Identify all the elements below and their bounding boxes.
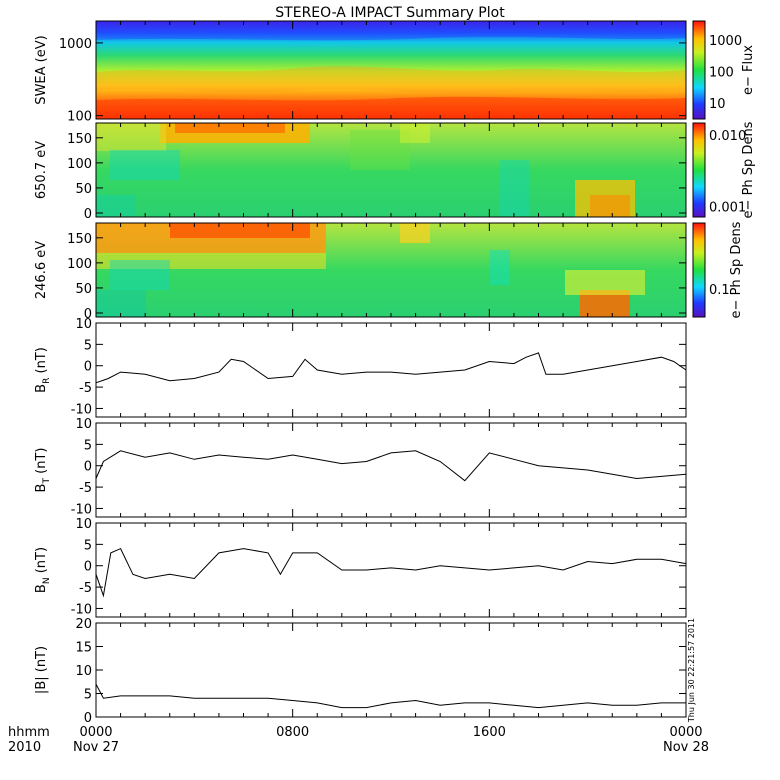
swea-spectrogram xyxy=(96,21,686,119)
pa650-panel: 0 50 100 150 650.7 eV 0.001 0.010 e− Ph Sp D… xyxy=(34,121,756,222)
br-ytick-0-label: 0 xyxy=(84,360,92,375)
bn-ytick-5-label: 5 xyxy=(84,538,92,553)
br-ytick-5-label: 5 xyxy=(84,338,92,353)
x-tick-date-0000: Nov 27 xyxy=(73,740,119,755)
x-row2-label: 2010 xyxy=(8,740,41,755)
x-tick-label-1600: 1600 xyxy=(473,725,506,740)
x-tick-label-0000: 0000 xyxy=(669,725,702,740)
bn-ytick-m5-label: -5 xyxy=(79,581,92,596)
br-ylabel-sub: R xyxy=(42,378,52,384)
pa246-cbtick-0.1: 0.1 xyxy=(709,283,730,298)
bmag-ylabel: |B| (nT) xyxy=(34,646,49,694)
bn-ytick-0-label: 0 xyxy=(84,560,92,575)
pa246-texture xyxy=(96,223,645,317)
pa650-colorbar-ticks: 0.001 0.010 xyxy=(709,129,746,215)
bmag-ytick-10-label: 10 xyxy=(75,664,92,679)
x-row1-label: hhmm xyxy=(8,725,50,740)
bmag-panel: 0 5 10 15 20 |B| (nT) Thu Jun 30 22:21:57 20… xyxy=(34,617,696,726)
bt-ytick-5-label: 5 xyxy=(84,438,92,453)
swea-colorbar-label: e− Flux xyxy=(741,45,756,95)
swea-colorbar-ticks: 10 100 1000 xyxy=(709,34,742,112)
bmag-frame xyxy=(95,622,687,718)
swea-texture xyxy=(96,21,686,119)
bt-ylabel-main: B xyxy=(34,484,49,493)
pa246-colorbar-ticks: 0.1 xyxy=(709,283,730,298)
swea-panel: 100 1000 SWEA (eV) 10 100 1000 e− Flux xyxy=(34,20,756,125)
pa246-ylabel: 246.6 eV xyxy=(34,241,49,299)
br-ylabel-unit: (nT) xyxy=(34,347,49,377)
pa650-y-ticks: 0 50 100 150 xyxy=(67,132,686,222)
pa246-ytick-0-label: 0 xyxy=(84,307,92,322)
x-tick-label-0800: 0800 xyxy=(276,725,309,740)
bn-frame xyxy=(95,522,687,618)
pa650-ytick-50-label: 50 xyxy=(75,182,92,197)
br-ylabel: BR (nT) xyxy=(34,347,52,393)
bt-y-ticks: -10 -5 0 5 10 xyxy=(71,417,686,517)
bt-ytick-m5-label: -5 xyxy=(79,481,92,496)
pa246-panel: 0 50 100 150 246.6 eV 0.1 e− Ph Sp Dens xyxy=(34,221,744,322)
bmag-ytick-15-label: 15 xyxy=(75,641,92,656)
pa246-colorbar xyxy=(692,222,706,318)
bt-ytick-10-label: 10 xyxy=(75,417,92,432)
pa650-colorbar-label: e− Ph Sp Dens xyxy=(741,121,756,218)
bt-ylabel: BT (nT) xyxy=(34,448,52,493)
bn-y-ticks: -10 -5 0 5 10 xyxy=(71,517,686,617)
x-tick-label-0000: 0000 xyxy=(79,725,112,740)
pa650-ytick-0-label: 0 xyxy=(84,207,92,222)
swea-ytick-1000-label: 1000 xyxy=(59,37,92,52)
br-frame xyxy=(95,322,687,418)
bmag-ytick-5-label: 5 xyxy=(84,688,92,703)
br-y-ticks: -10 -5 0 5 10 xyxy=(71,317,686,417)
bt-ytick-0-label: 0 xyxy=(84,460,92,475)
chart-title: STEREO-A IMPACT Summary Plot xyxy=(275,5,505,21)
bt-ylabel-unit: (nT) xyxy=(34,448,49,478)
bmag-ytick-0-label: 0 xyxy=(84,711,92,726)
pa246-ytick-150-label: 150 xyxy=(67,232,92,247)
swea-y-ticks: 100 1000 xyxy=(59,37,686,125)
bn-ylabel-unit: (nT) xyxy=(34,547,49,577)
br-ylabel-main: B xyxy=(34,384,49,393)
pa650-ylabel: 650.7 eV xyxy=(34,141,49,199)
pa650-cbtick-0.001: 0.001 xyxy=(709,201,746,216)
bmag-series-line xyxy=(95,683,686,709)
pa650-colorbar xyxy=(692,122,706,218)
bn-panel: -10 -5 0 5 10 BN (nT) xyxy=(34,517,687,618)
br-ytick-m5-label: -5 xyxy=(79,381,92,396)
swea-cbtick-100: 100 xyxy=(709,66,734,81)
bt-panel: -10 -5 0 5 10 BT (nT) xyxy=(34,417,687,518)
br-ytick-m10-label: -10 xyxy=(71,402,92,417)
bt-series-line xyxy=(95,450,687,482)
bt-ylabel-sub: T xyxy=(42,478,52,485)
pa650-texture xyxy=(96,123,635,217)
bn-series-line xyxy=(95,547,687,598)
bt-frame xyxy=(95,422,687,518)
timestamp: Thu Jun 30 22:21:57 2011 xyxy=(687,618,696,723)
pa650-ytick-100-label: 100 xyxy=(67,157,92,172)
br-series-line xyxy=(95,352,687,384)
bn-ytick-m10-label: -10 xyxy=(71,602,92,617)
swea-ylabel: SWEA (eV) xyxy=(34,35,49,104)
x-tick-date-0000: Nov 28 xyxy=(663,740,709,755)
bn-ylabel: BN (nT) xyxy=(34,547,52,593)
bn-ytick-10-label: 10 xyxy=(75,517,92,532)
pa650-cbtick-0.010: 0.010 xyxy=(709,129,746,144)
bmag-y-ticks: 0 5 10 15 20 xyxy=(75,617,686,726)
br-ytick-10-label: 10 xyxy=(75,317,92,332)
bn-ylabel-main: B xyxy=(34,584,49,593)
br-panel: -10 -5 0 5 10 BR (nT) xyxy=(34,317,687,418)
bmag-ytick-20-label: 20 xyxy=(75,617,92,632)
pa246-colorbar-label: e− Ph Sp Dens xyxy=(729,221,744,318)
bt-ytick-m10-label: -10 xyxy=(71,502,92,517)
swea-ytick-100-label: 100 xyxy=(67,110,92,125)
pa246-ytick-100-label: 100 xyxy=(67,257,92,272)
pa246-y-ticks: 0 50 100 150 xyxy=(67,232,686,322)
pa650-ytick-150-label: 150 xyxy=(67,132,92,147)
swea-cbtick-1000: 1000 xyxy=(709,34,742,49)
pa246-ytick-50-label: 50 xyxy=(75,282,92,297)
swea-colorbar xyxy=(692,20,706,120)
swea-cbtick-10: 10 xyxy=(709,97,726,112)
bn-ylabel-sub: N xyxy=(42,577,52,584)
